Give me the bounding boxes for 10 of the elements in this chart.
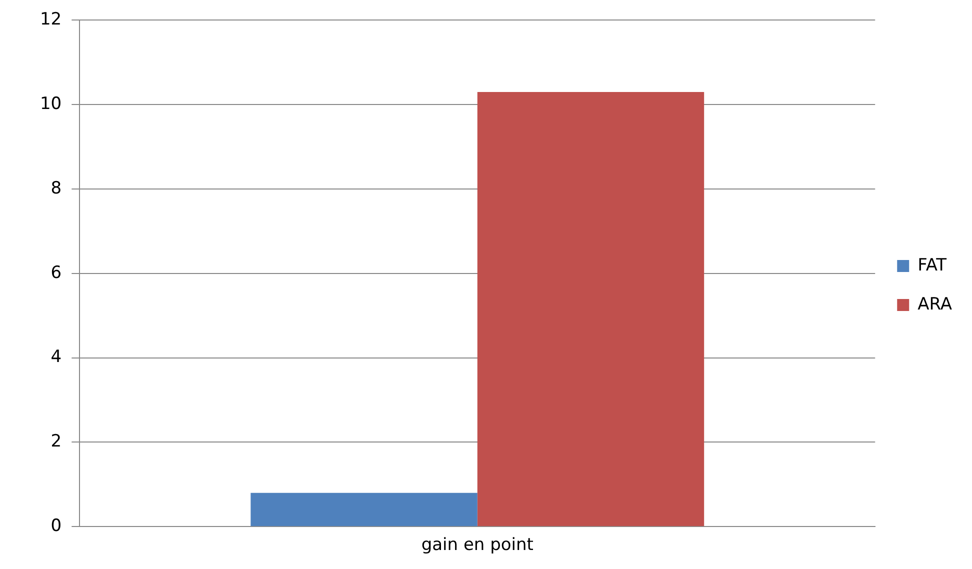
y-tick-label: 0 <box>50 516 62 536</box>
x-tick-label: gain en point <box>421 535 534 556</box>
legend-label: FAT <box>918 255 948 276</box>
legend-label: ARA <box>918 294 952 314</box>
y-tick-label: 12 <box>40 10 62 30</box>
y-tick-label: 6 <box>50 262 62 283</box>
y-tick-label: 2 <box>50 432 62 452</box>
y-tick-label: 10 <box>40 94 62 114</box>
y-tick-label: 4 <box>50 347 62 368</box>
y-tick-label: 8 <box>50 178 62 198</box>
